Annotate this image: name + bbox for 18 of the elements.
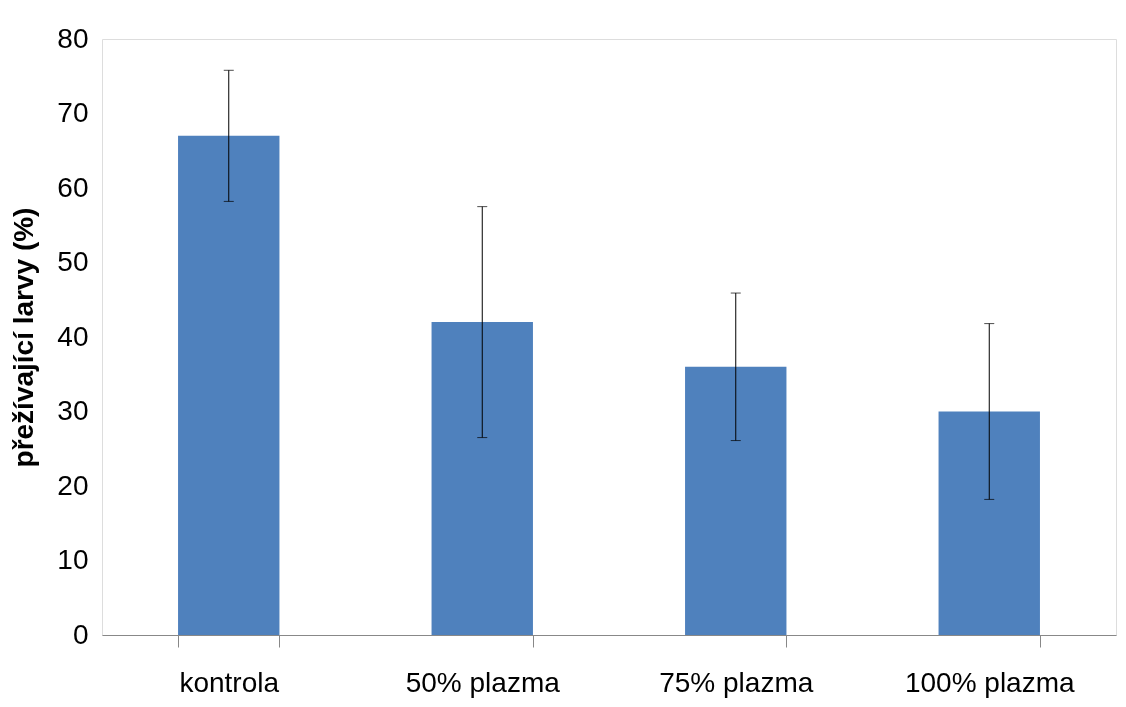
bar [431,322,533,635]
bar [685,366,787,635]
y-tick-label: 20 [57,469,89,501]
bar [938,411,1040,635]
x-tick-label: 75% plazma [659,666,814,698]
y-tick-label: 40 [57,320,89,352]
y-tick-label: 60 [57,171,89,203]
y-axis-title: přežívající larvy (%) [8,207,40,468]
x-tick-label: 100% plazma [904,666,1075,698]
y-tick-label: 80 [57,22,89,54]
x-tick-label: kontrola [179,666,280,698]
y-tick-label: 30 [57,395,89,426]
bar [178,135,280,635]
x-tick-label: 50% plazma [405,666,561,698]
y-tick-label: 70 [57,97,89,128]
y-tick-label: 10 [57,544,89,575]
y-tick-label: 0 [72,618,89,650]
y-tick-label: 50 [57,246,89,277]
